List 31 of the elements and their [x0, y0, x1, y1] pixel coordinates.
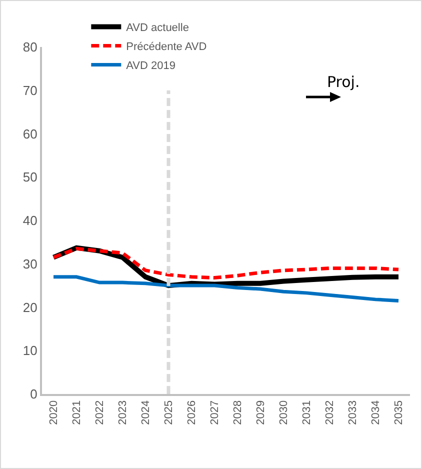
y-tick-label: 10: [22, 343, 38, 358]
line-series: [52, 246, 400, 280]
x-tick-label: 2034: [370, 400, 382, 425]
y-tick-label: 60: [22, 126, 38, 142]
y-tick-label: 20: [22, 300, 38, 315]
y-tick-label: 70: [22, 82, 38, 98]
x-tick-label: 2021: [71, 400, 84, 425]
legend-label: AVD actuelle: [126, 22, 189, 34]
y-tick-label: 50: [22, 170, 38, 185]
y-tick-label: 30: [22, 256, 38, 272]
x-tick-label: 2025: [163, 400, 176, 425]
x-tick-label: 2026: [186, 400, 198, 425]
x-tick-label: 2031: [301, 400, 314, 425]
x-tick-label: 2032: [324, 400, 336, 425]
x-tick-label: 2023: [117, 400, 130, 425]
legend-label: Précédente AVD: [126, 41, 207, 54]
legend-label: AVD 2019: [126, 60, 176, 72]
y-tick-label: 0: [30, 386, 38, 402]
x-tick-label: 2024: [140, 400, 152, 425]
annotation: Proj.: [327, 73, 360, 91]
x-tick-label: 2035: [393, 400, 406, 425]
x-tick-label: 2027: [209, 400, 222, 425]
y-tick-label: 80: [22, 40, 38, 55]
x-tick-label: 2029: [255, 400, 268, 425]
x-tick-label: 2033: [347, 400, 360, 425]
x-tick-label: 2022: [94, 400, 106, 425]
y-tick-label: 40: [22, 213, 38, 228]
x-tick-label: 2030: [278, 400, 290, 425]
x-tick-label: 2020: [48, 400, 60, 425]
line-series: [52, 275, 400, 302]
x-tick-label: 2028: [232, 400, 244, 425]
